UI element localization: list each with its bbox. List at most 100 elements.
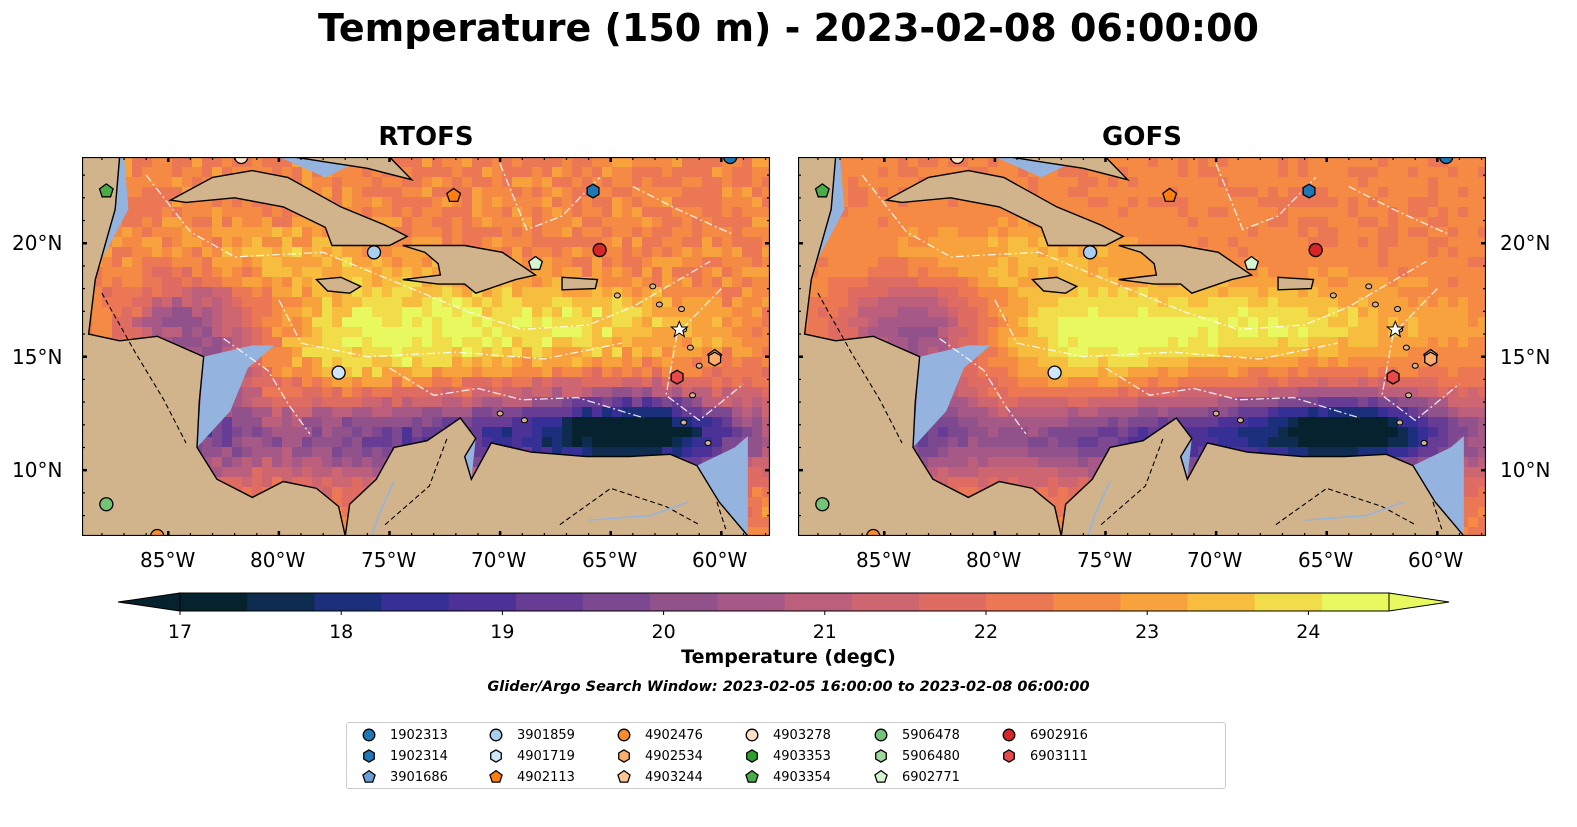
eez-boundary <box>939 338 1027 435</box>
argo-float-4903354 <box>98 183 114 198</box>
legend-marker-pentagon-icon <box>489 769 503 783</box>
island <box>1394 306 1402 313</box>
eez-boundary <box>223 338 311 435</box>
eez-boundary <box>145 174 468 312</box>
argo-float-4903278 <box>234 157 249 165</box>
legend-label: 4902476 <box>645 727 703 743</box>
lat-label-20n-left: 20°N <box>12 231 63 255</box>
argo-float-6902916 <box>1308 242 1323 258</box>
island <box>1365 283 1373 290</box>
lon-label-65w-rtofs: 65°W <box>582 548 638 572</box>
river <box>1087 481 1111 536</box>
colorbar-tick-label: 17 <box>168 621 192 640</box>
lon-label-60w-gofs: 60°W <box>1408 548 1464 572</box>
legend-entry-6903111: 6903111 <box>1001 747 1088 765</box>
lon-label-65w-gofs: 65°W <box>1298 548 1354 572</box>
island <box>704 439 712 446</box>
argo-float-3901859 <box>1082 245 1098 260</box>
colorbar-min-extension <box>117 592 181 612</box>
shelf-area <box>1412 436 1464 536</box>
island <box>1411 362 1419 369</box>
eez-boundary <box>389 367 645 419</box>
land-mass <box>1010 157 1130 181</box>
argo-float-4903354 <box>814 183 830 198</box>
lon-label-80w-rtofs: 80°W <box>250 548 306 572</box>
legend-label: 4902113 <box>517 769 575 785</box>
lon-label-60w-rtofs: 60°W <box>692 548 748 572</box>
river <box>371 481 395 536</box>
eez-boundary <box>994 299 1338 360</box>
map-frame <box>82 157 770 536</box>
island <box>655 301 663 308</box>
argo-float-4902534 <box>708 351 722 367</box>
legend-label: 6903111 <box>1030 748 1088 764</box>
island <box>1396 419 1404 426</box>
island <box>1420 439 1428 446</box>
legend-label: 3901686 <box>390 769 448 785</box>
country-border <box>716 501 727 530</box>
colorbar-swatch <box>180 593 248 611</box>
eez-boundary <box>1105 367 1361 419</box>
land-mass <box>344 417 749 536</box>
argo-float-1902314 <box>1302 183 1316 199</box>
lat-label-15n-left: 15°N <box>12 345 63 369</box>
legend-label: 4901719 <box>517 748 575 764</box>
lon-label-70w-gofs: 70°W <box>1187 548 1243 572</box>
legend-entry-3901686: 3901686 <box>361 768 448 786</box>
land-mass <box>402 244 538 294</box>
eez-boundary <box>861 174 1184 312</box>
colorbar-tick-label: 24 <box>1296 621 1320 640</box>
legend-marker-circle-icon <box>489 728 503 742</box>
island <box>1329 292 1337 299</box>
colorbar-swatch <box>314 593 383 611</box>
legend-marker-circle-icon <box>362 728 376 742</box>
legend-marker-hexagon-icon <box>746 749 758 763</box>
legend-entry-4903244: 4903244 <box>616 768 703 786</box>
land-mass <box>168 169 409 247</box>
shelf-area <box>696 436 748 536</box>
legend-label: 1902314 <box>390 748 448 764</box>
lat-label-15n-right: 15°N <box>1500 345 1551 369</box>
legend-entry-4902476: 4902476 <box>616 726 703 744</box>
colorbar-swatch <box>1187 593 1256 611</box>
colorbar-tick-label: 21 <box>813 621 837 640</box>
land-mass <box>82 157 346 536</box>
island <box>520 417 528 424</box>
map-panel-rtofs <box>82 157 770 536</box>
eez-boundary <box>632 185 733 235</box>
argo-float-6903111 <box>670 369 684 385</box>
river <box>1304 501 1405 521</box>
colorbar-swatch <box>650 593 718 611</box>
eez-boundary <box>1348 185 1449 235</box>
colorbar-tick-label: 23 <box>1135 621 1159 640</box>
legend-marker-pentagon-icon <box>617 769 631 783</box>
legend-marker-circle-icon <box>1002 728 1016 742</box>
argo-float-4902113 <box>446 187 462 203</box>
colorbar: 17 18 19 20 21 22 23 24 <box>117 592 1450 640</box>
colorbar-swatch <box>247 593 315 611</box>
lat-label-10n-right: 10°N <box>1500 458 1551 482</box>
map-panel-gofs <box>798 157 1486 536</box>
land-mass <box>1030 276 1079 294</box>
argo-float-4902113 <box>1162 187 1178 203</box>
colorbar-swatch <box>1254 593 1323 611</box>
legend-entry-6902916: 6902916 <box>1001 726 1088 744</box>
colorbar-max-extension <box>1388 592 1450 612</box>
argo-float-1902314 <box>586 183 600 199</box>
legend-entry-4903354: 4903354 <box>744 768 831 786</box>
colorbar-swatch <box>381 593 450 611</box>
argo-float-1902313 <box>1439 157 1454 165</box>
legend-marker-pentagon-icon <box>745 769 759 783</box>
argo-float-4901719 <box>1047 365 1062 380</box>
legend-entry-4901719: 4901719 <box>488 747 575 765</box>
country-border <box>101 292 187 444</box>
argo-float-4902476 <box>866 528 881 536</box>
island <box>686 344 694 351</box>
panel-title-gofs: GOFS <box>1102 122 1182 152</box>
legend-entry-4902113: 4902113 <box>488 768 575 786</box>
colorbar-swatch <box>851 593 920 611</box>
colorbar-tick-label: 19 <box>490 621 514 640</box>
lon-label-70w-rtofs: 70°W <box>471 548 527 572</box>
argo-float-6903111 <box>1386 369 1400 385</box>
argo-float-6902771 <box>527 255 544 271</box>
